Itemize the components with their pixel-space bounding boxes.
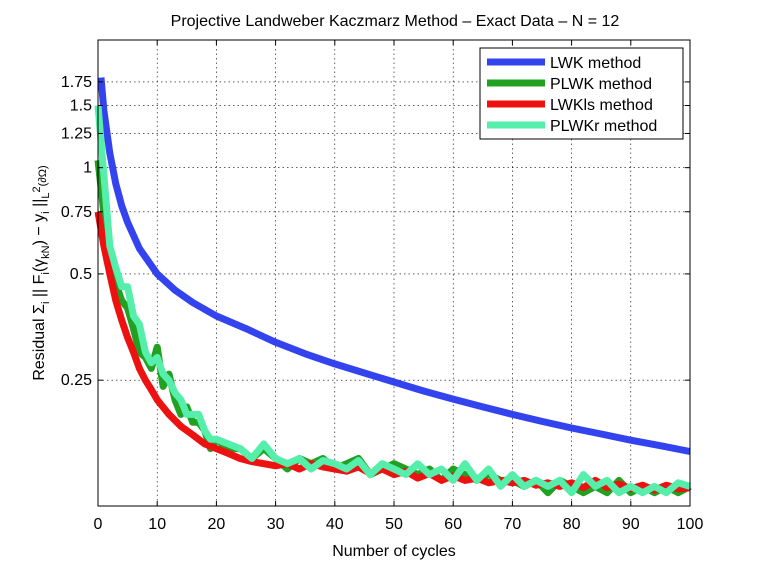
series-line-1 xyxy=(97,77,691,455)
y-tick-label: 0.5 xyxy=(70,266,92,283)
x-tick-label: 80 xyxy=(563,516,581,533)
legend-label-4: PLWKr method xyxy=(550,118,657,135)
series-layer xyxy=(94,77,692,497)
legend-label-2: PLWK method xyxy=(550,76,652,93)
y-tick-label: 1.25 xyxy=(61,125,92,142)
y-tick-label: 1.5 xyxy=(70,98,92,115)
chart-title: Projective Landweber Kaczmarz Method – E… xyxy=(171,13,620,30)
x-tick-label: 90 xyxy=(622,516,640,533)
legend: LWK method PLWK method LWKls method PLWKr m… xyxy=(479,47,684,140)
y-tick-label: 0.25 xyxy=(61,372,92,389)
x-tick-label: 10 xyxy=(148,516,166,533)
y-tick-label: 1 xyxy=(83,160,92,177)
y-tick-label: 1.75 xyxy=(61,74,92,91)
x-tick-label: 20 xyxy=(208,516,226,533)
x-tick-label: 0 xyxy=(94,516,103,533)
y-axis-label: Residual Σi || Fi(γkN) − yi ||L2(∂Ω) xyxy=(31,165,52,380)
x-tick-label: 70 xyxy=(504,516,522,533)
x-tick-label: 100 xyxy=(677,516,704,533)
x-axis-label: Number of cycles xyxy=(332,543,456,560)
x-tick-label: 60 xyxy=(444,516,462,533)
x-tick-label: 50 xyxy=(385,516,403,533)
legend-label-3: LWKls method xyxy=(550,97,653,114)
y-tick-label: 0.75 xyxy=(61,204,92,221)
x-tick-label: 30 xyxy=(267,516,285,533)
tick-layer: 0 10 20 30 40 50 60 70 80 90 100 0.25 0.5 0.75 1 1.25 1.… xyxy=(61,40,704,533)
series-line-4 xyxy=(94,105,692,497)
x-tick-label: 40 xyxy=(326,516,344,533)
legend-label-1: LWK method xyxy=(550,55,641,72)
